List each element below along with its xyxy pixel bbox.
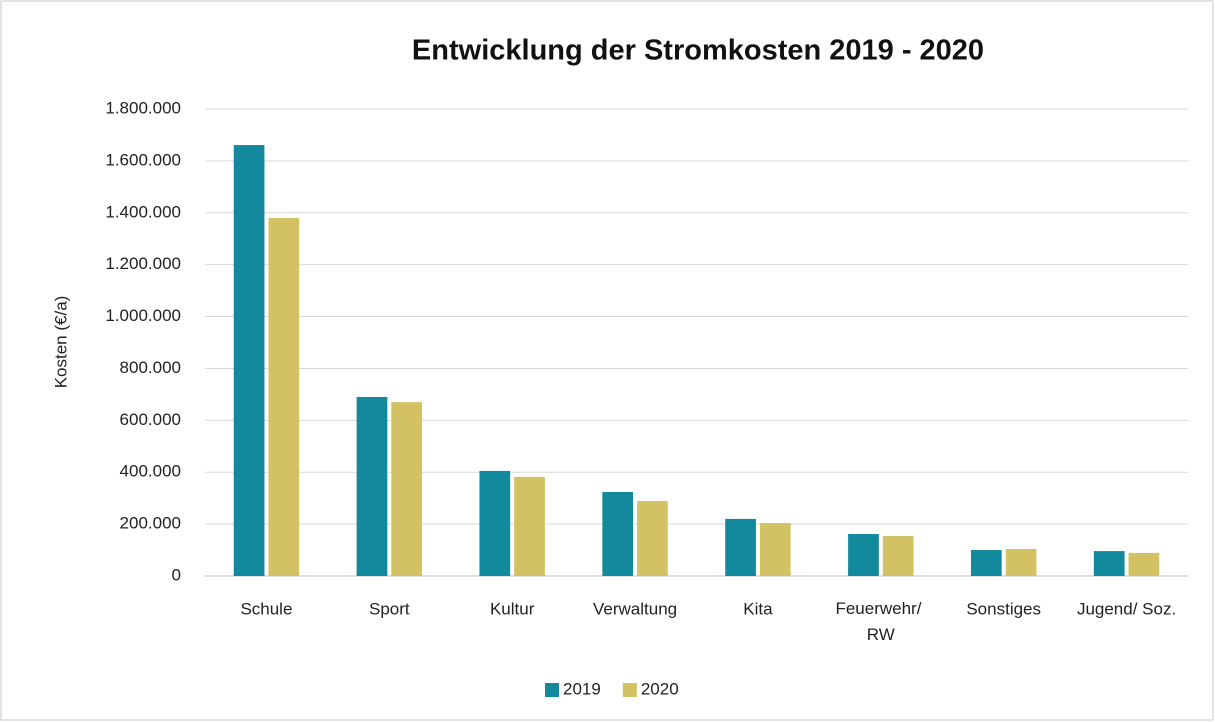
x-tick-label-line: RW <box>867 625 895 644</box>
y-tick-label: 200.000 <box>120 514 181 533</box>
y-tick-label: 1.600.000 <box>105 150 181 169</box>
bar <box>602 491 634 576</box>
y-axis-label: Kosten (€/a) <box>51 296 70 389</box>
bar <box>725 518 756 576</box>
bar <box>268 217 300 576</box>
bar <box>233 145 265 576</box>
y-tick-label: 1.200.000 <box>105 254 181 273</box>
x-tick-label: Schule <box>240 599 292 618</box>
chart-title: Entwicklung der Stromkosten 2019 - 2020 <box>412 35 984 67</box>
x-tick-label: Kita <box>743 599 773 618</box>
y-tick-label: 0 <box>172 565 181 584</box>
y-tick-label: 600.000 <box>120 410 181 429</box>
y-tick-label: 1.800.000 <box>105 98 181 117</box>
x-tick-label: Kultur <box>490 599 535 618</box>
bar <box>882 536 914 576</box>
bar <box>759 523 791 576</box>
bar <box>970 550 1002 576</box>
bar <box>637 501 668 576</box>
bar <box>1093 551 1125 576</box>
y-tick-label: 1.400.000 <box>105 202 181 221</box>
y-tick-label: 800.000 <box>120 358 181 377</box>
x-tick-label: Jugend/ Soz. <box>1077 599 1176 618</box>
bar <box>1005 549 1037 576</box>
bar <box>479 470 511 576</box>
legend-swatch <box>622 683 637 697</box>
x-tick-label: Feuerwehr/ RW <box>835 599 926 644</box>
legend-swatch <box>545 683 559 697</box>
bar <box>391 402 423 576</box>
x-tick-label: Sport <box>369 599 410 618</box>
y-tick-label: 400.000 <box>120 462 181 481</box>
x-tick-label: Sonstiges <box>966 599 1041 618</box>
bar <box>1128 552 1160 576</box>
x-tick-label-line: Feuerwehr/ <box>835 599 926 618</box>
legend-label: 2019 <box>563 679 601 698</box>
bar <box>356 396 388 576</box>
bar <box>848 533 879 576</box>
x-tick-label: Verwaltung <box>593 599 677 618</box>
bar <box>514 476 545 576</box>
legend-label: 2020 <box>641 679 679 698</box>
y-tick-label: 1.000.000 <box>105 306 181 325</box>
